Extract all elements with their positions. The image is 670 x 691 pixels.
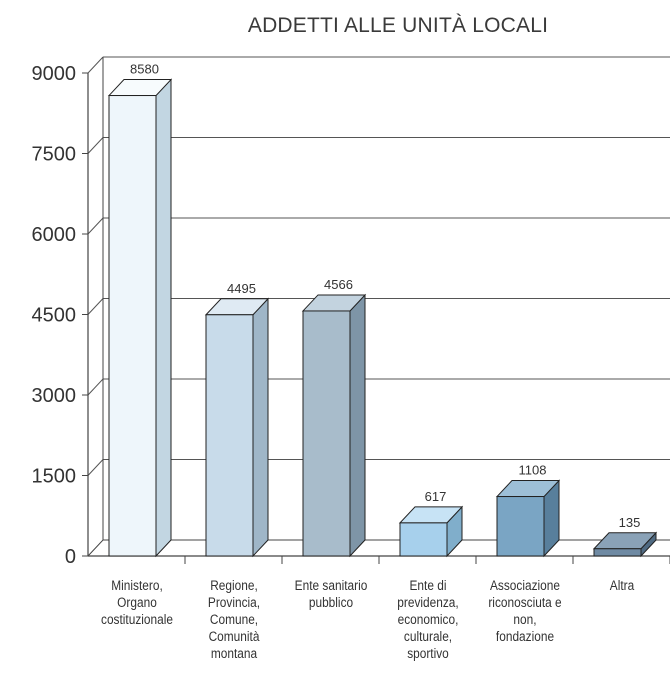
x-tick-label-line: Provincia, <box>207 595 260 610</box>
bar-side <box>252 297 269 558</box>
y-tick-label: 1500 <box>32 466 77 488</box>
bar-value-label: 8580 <box>130 62 159 77</box>
gridline-side <box>87 378 104 396</box>
x-tick-label-line: non, <box>512 612 537 627</box>
y-tick-label: 9000 <box>32 63 77 85</box>
bar-value-label: 135 <box>619 515 641 530</box>
x-tick-label-line: Comunità <box>208 629 259 644</box>
y-tick-label: 0 <box>65 546 76 568</box>
gridline-side <box>87 298 104 315</box>
x-tick-label-line: Associazione <box>489 578 560 593</box>
bar-value-label: 617 <box>425 489 447 504</box>
x-tick-label-line: costituzionale <box>100 612 173 627</box>
chart-floor <box>86 539 670 557</box>
bar-side <box>155 78 172 558</box>
x-tick-label-line: culturale, <box>403 629 452 644</box>
bar-value-label: 4495 <box>227 281 256 296</box>
x-tick-label-line: previdenza, <box>396 595 459 610</box>
y-tick-label: 4500 <box>32 305 77 327</box>
y-tick-label: 7500 <box>32 144 77 166</box>
x-tick-label-line: Organo <box>116 595 157 610</box>
bar <box>399 522 448 557</box>
x-tick-label-line: fondazione <box>495 629 554 644</box>
bar <box>593 548 642 557</box>
bar-side <box>349 293 366 558</box>
x-tick-label-line: Ente sanitario <box>294 578 367 593</box>
gridline-side <box>87 459 104 476</box>
bar <box>108 95 157 557</box>
y-tick-label: 6000 <box>32 224 77 246</box>
x-tick-label-line: Ente di <box>409 578 446 593</box>
y-tick-label: 3000 <box>32 385 77 407</box>
x-tick-label-line: economico, <box>397 612 458 627</box>
x-tick-label-line: pubblico <box>308 595 353 610</box>
x-tick-label-line: Regione, <box>209 578 258 593</box>
x-tick-label: Ministero, Organo costituzionale <box>93 577 181 628</box>
x-tick-label-line: Ministero, <box>110 578 163 593</box>
x-tick-label: Ente di previdenza, economico, culturale, sp… <box>384 577 472 662</box>
chart-title: ADDETTI ALLE UNITÀ LOCALI <box>247 14 549 37</box>
x-tick-label: Altra <box>578 577 666 594</box>
x-tick-label-line: montana <box>210 646 257 661</box>
bar-value-label: 4566 <box>324 277 353 292</box>
gridline-side <box>87 217 104 235</box>
bar <box>205 314 254 557</box>
x-tick-label-line: Altra <box>609 578 634 593</box>
bar-value-label: 1108 <box>519 463 547 478</box>
x-tick-label: Associazione riconosciuta e non, fondazione <box>481 577 569 645</box>
x-tick-label-line: sportivo <box>406 646 449 661</box>
x-tick-label-line: riconosciuta e <box>487 595 562 610</box>
x-tick-label: Regione, Provincia, Comune, Comunità montana <box>190 577 278 662</box>
x-tick-label-line: Comune, <box>209 612 258 627</box>
bar <box>496 496 545 557</box>
x-tick-label: Ente sanitario pubblico <box>287 577 375 611</box>
gridline-side <box>87 56 104 74</box>
bar <box>302 310 351 557</box>
gridline-side <box>87 137 104 154</box>
